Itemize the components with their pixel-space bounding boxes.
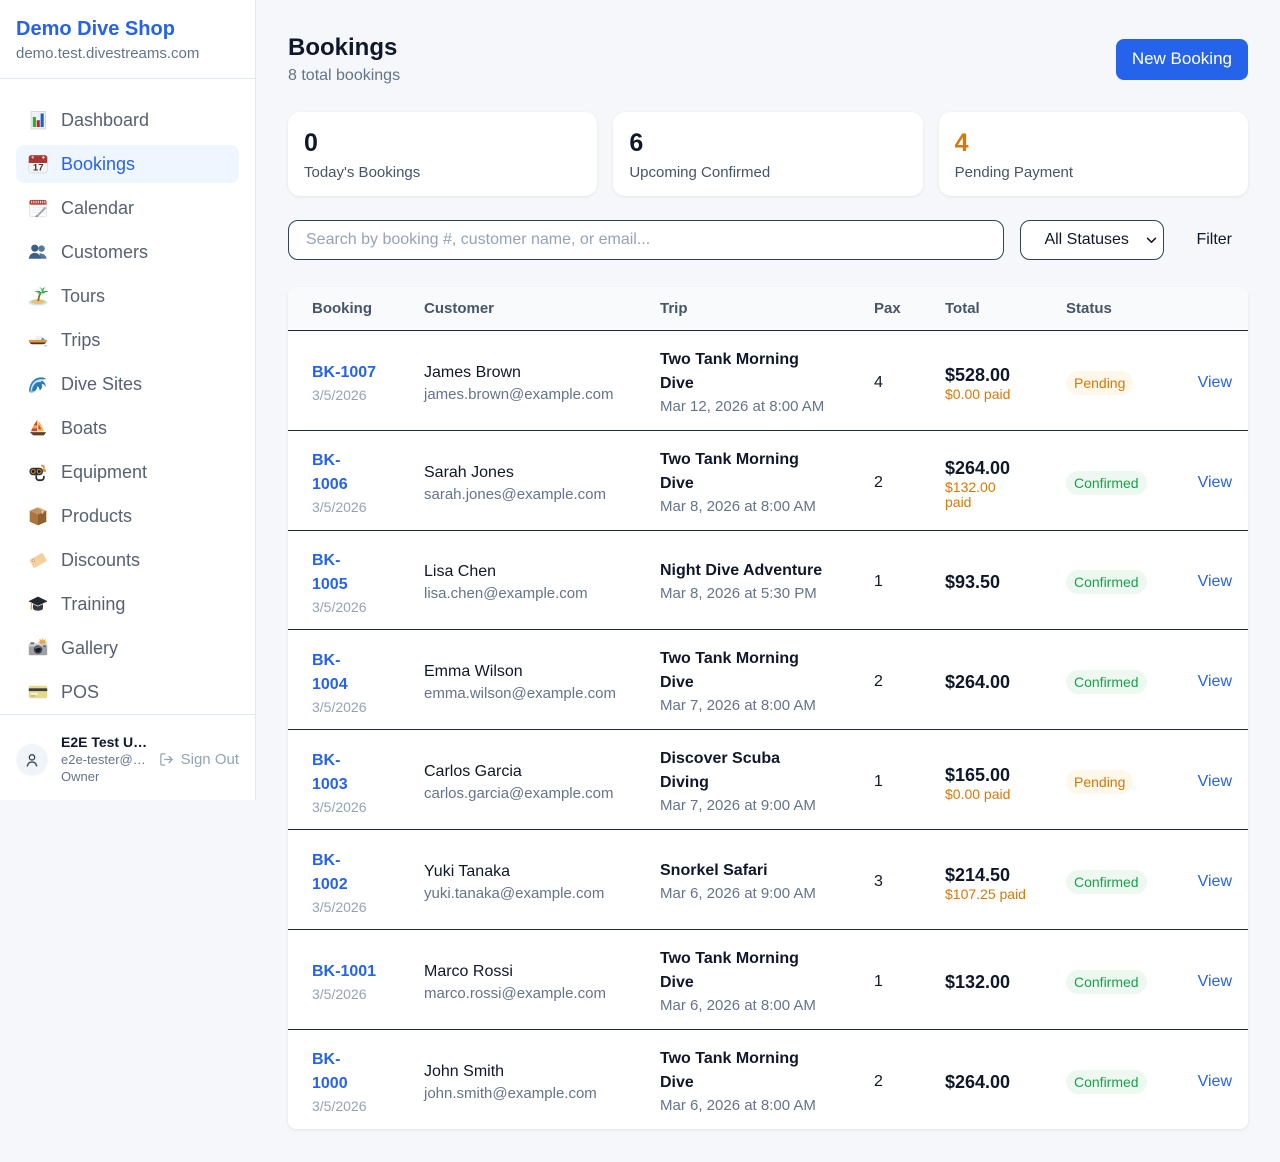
svg-text:17: 17 <box>33 163 44 174</box>
